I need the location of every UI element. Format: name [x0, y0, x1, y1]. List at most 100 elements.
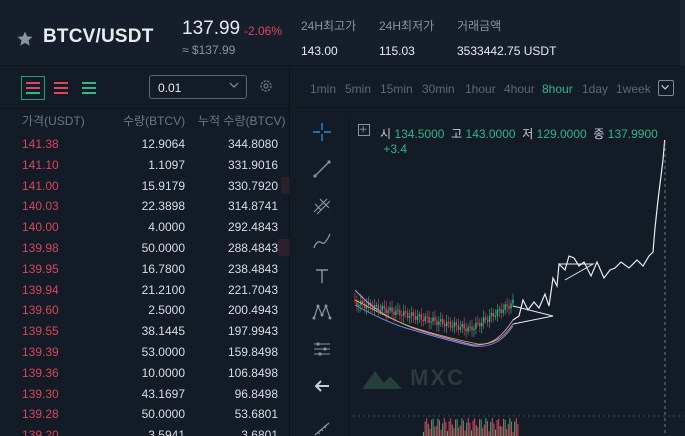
brush-icon[interactable] [312, 231, 332, 251]
volume-bar [463, 420, 464, 436]
order-price: 139.39 [22, 344, 59, 359]
candle-body [498, 309, 500, 311]
trend-line-icon[interactable] [312, 159, 332, 179]
order-amount: 12.9064 [141, 137, 185, 151]
watermark-text: MXC [410, 365, 466, 390]
order-row[interactable]: 139.95 16.7800 238.4843 [0, 258, 290, 279]
order-row[interactable]: 141.38 12.9064 344.8080 [0, 133, 290, 154]
timeframe-4hour[interactable]: 4hour [504, 82, 535, 96]
ruler-icon[interactable] [312, 418, 332, 436]
timeframe-1week[interactable]: 1week [616, 82, 651, 96]
candle-body [379, 310, 382, 312]
timeframe-1hour[interactable]: 1hour [465, 82, 496, 96]
timeframe-30min[interactable]: 30min [422, 82, 455, 96]
volume-bar [514, 421, 516, 436]
header-edge [680, 0, 685, 66]
order-row[interactable]: 141.00 15.9179 330.7920 [0, 175, 290, 196]
candle-body [405, 311, 407, 313]
order-amount: 1.1097 [148, 157, 185, 172]
volume-bar [503, 418, 504, 436]
candle-body [354, 300, 356, 301]
candle-body [455, 322, 458, 326]
candle-body [486, 319, 489, 322]
order-row[interactable]: 139.94 21.2100 221.7043 [0, 279, 290, 300]
order-row[interactable]: 139.60 2.5000 200.4943 [0, 299, 290, 320]
timeframe-1day[interactable]: 1day [582, 82, 609, 96]
triangle-annotation [559, 263, 595, 281]
book-view-bids-button[interactable] [77, 76, 101, 100]
volume-bar [482, 428, 484, 436]
candle-body [471, 326, 473, 331]
candle-body [366, 305, 368, 309]
timeframe-1min[interactable]: 1min [310, 82, 337, 96]
low-24h-value: 115.03 [379, 44, 415, 58]
candle-body [479, 322, 481, 327]
candle-body [399, 309, 401, 316]
volume-bar [475, 425, 477, 436]
volume-bar [445, 422, 447, 436]
ohlc-close: 137.9900 [607, 127, 658, 141]
order-row[interactable]: 139.36 10.0000 106.8498 [0, 362, 290, 383]
candlestick-plot[interactable] [353, 140, 685, 436]
exchange-watermark: MXC [362, 363, 465, 391]
order-row[interactable]: 139.20 3.5941 3.6801 [0, 424, 290, 436]
timeframe-8hour[interactable]: 8hour [542, 82, 573, 96]
fib-tool-icon[interactable] [312, 196, 332, 216]
volume-bar [429, 428, 431, 436]
candle-body [383, 305, 385, 309]
star-icon[interactable] [16, 30, 34, 48]
candle-body [465, 328, 467, 332]
last-price: 137.99 [182, 18, 241, 39]
candle-body [506, 304, 508, 307]
candle-body [477, 322, 479, 324]
timeframe-15min[interactable]: 15min [380, 82, 413, 96]
volume-bar [455, 419, 456, 436]
measure-icon[interactable] [312, 339, 332, 359]
order-row[interactable]: 139.28 50.0000 53.6801 [0, 403, 290, 424]
indicator-toggle-icon[interactable] [358, 124, 370, 136]
pattern-icon[interactable] [312, 302, 332, 322]
candle-body [483, 317, 485, 323]
order-row[interactable]: 140.03 22.3898 314.8741 [0, 195, 290, 216]
candle-body [391, 307, 393, 312]
book-view-both-button[interactable] [21, 76, 45, 100]
ohlc-high: 143.0000 [465, 127, 516, 141]
timeframe-5min[interactable]: 5min [345, 82, 372, 96]
ma-line [354, 304, 514, 347]
candle-body [408, 316, 411, 318]
precision-value: 0.01 [158, 81, 182, 95]
ohlc-close-label: 종 [593, 127, 605, 141]
candle-body [508, 306, 510, 309]
volume-bar [437, 418, 439, 436]
volume-bar [499, 425, 501, 436]
timeframe-dropdown[interactable] [658, 80, 674, 96]
volume-bar [474, 418, 476, 436]
candle-body [424, 316, 426, 322]
pair-name[interactable]: BTCV/USDT [43, 26, 154, 47]
order-row[interactable]: 139.30 43.1697 96.8498 [0, 383, 290, 404]
order-row[interactable]: 140.00 4.0000 292.4843 [0, 216, 290, 237]
order-row[interactable]: 139.55 38.1445 197.9943 [0, 320, 290, 341]
order-price: 139.94 [22, 282, 59, 297]
book-view-asks-button[interactable] [49, 76, 73, 100]
text-tool-icon[interactable] [312, 266, 332, 286]
candle-body [494, 316, 497, 318]
candle-body [387, 310, 389, 314]
volume-bar [496, 420, 498, 436]
crosshair-icon[interactable] [312, 122, 332, 142]
order-row[interactable]: 139.98 50.0000 288.4843 [0, 237, 290, 258]
precision-select[interactable]: 0.01 [149, 75, 247, 99]
order-row[interactable]: 139.39 53.0000 159.8498 [0, 341, 290, 362]
ohlc-low-label: 저 [522, 127, 534, 141]
candle-body [434, 317, 436, 321]
volume-bar [507, 423, 509, 436]
volume-bar [485, 418, 487, 436]
candle-body [502, 309, 504, 313]
gear-icon[interactable] [258, 78, 274, 94]
order-row[interactable]: 141.10 1.1097 331.9016 [0, 154, 290, 175]
volume-bar [464, 430, 466, 436]
order-total: 96.8498 [234, 386, 278, 401]
back-arrow-icon[interactable] [312, 376, 332, 396]
depth-bar [281, 176, 290, 194]
